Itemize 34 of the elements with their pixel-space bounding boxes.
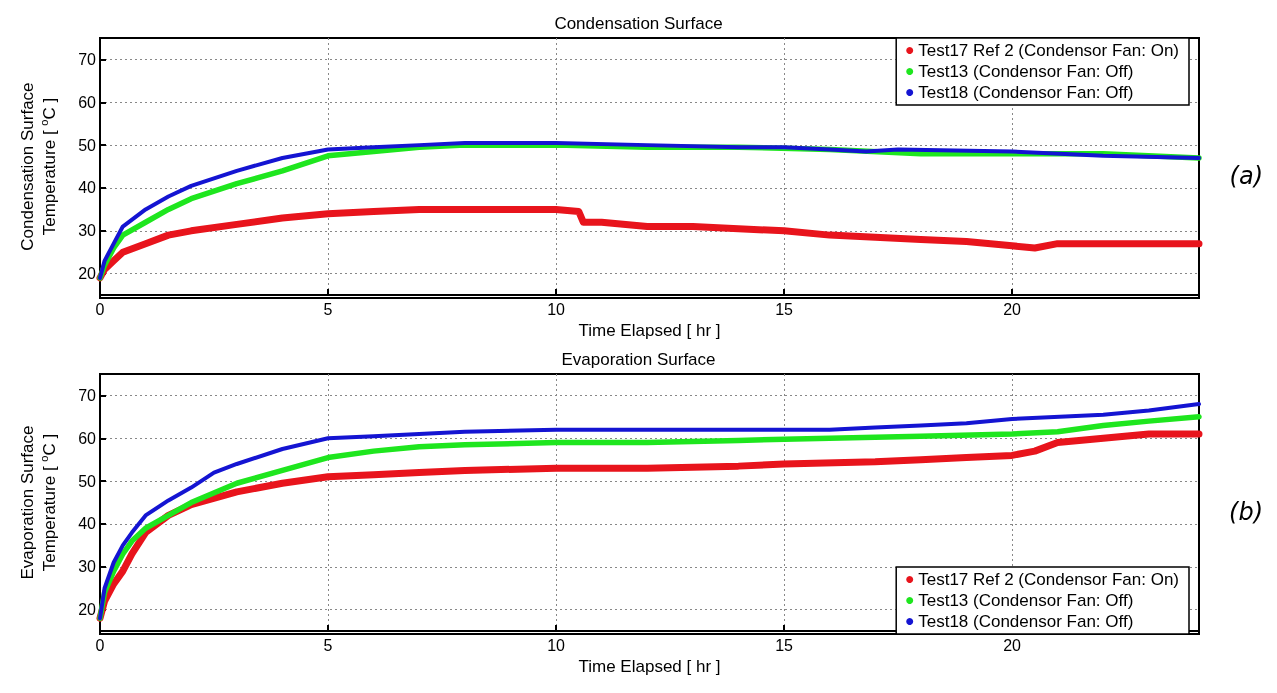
y-tick-label: 50 <box>78 136 97 154</box>
x-tick-label: 15 <box>775 636 794 654</box>
x-tick-label: 5 <box>323 300 333 318</box>
y-tick-label: 40 <box>78 515 97 533</box>
legend-label: Test13 (Condensor Fan: Off) <box>918 62 1134 81</box>
x-axis-title: Time Elapsed [ hr ] <box>578 657 721 676</box>
legend-label: Test18 (Condensor Fan: Off) <box>918 83 1134 102</box>
y-tick-label: 60 <box>78 93 97 111</box>
y-tick-label: 70 <box>78 386 97 404</box>
legend-label: Test17 Ref 2 (Condensor Fan: On) <box>918 570 1179 589</box>
text: (b) <box>1229 498 1264 526</box>
x-tick-label: 10 <box>547 636 566 654</box>
text: (a) <box>1229 162 1263 190</box>
legend-label: Test17 Ref 2 (Condensor Fan: On) <box>918 41 1179 60</box>
y-tick-label: 40 <box>78 179 97 197</box>
x-tick-label: 15 <box>775 300 794 318</box>
y-tick-label: 30 <box>78 558 97 576</box>
y-tick-label: 50 <box>78 472 97 490</box>
x-tick-label: 10 <box>547 300 566 318</box>
y-tick-label: 20 <box>78 601 97 619</box>
x-tick-label: 20 <box>1003 300 1022 318</box>
x-axis-title: Time Elapsed [ hr ] <box>578 321 721 340</box>
legend-label: Test13 (Condensor Fan: Off) <box>918 591 1134 610</box>
x-tick-label: 5 <box>323 636 333 654</box>
x-tick-label: 0 <box>95 636 105 654</box>
y-tick-label: 30 <box>78 222 97 240</box>
chart-title: Evaporation Surface <box>561 350 716 369</box>
x-tick-label: 20 <box>1003 636 1022 654</box>
legend-label: Test18 (Condensor Fan: Off) <box>918 612 1134 631</box>
y-tick-label: 20 <box>78 265 97 283</box>
chart-title: Condensation Surface <box>554 14 723 33</box>
y-tick-label: 60 <box>78 429 97 447</box>
y-tick-label: 70 <box>78 50 97 68</box>
x-tick-label: 0 <box>95 300 105 318</box>
